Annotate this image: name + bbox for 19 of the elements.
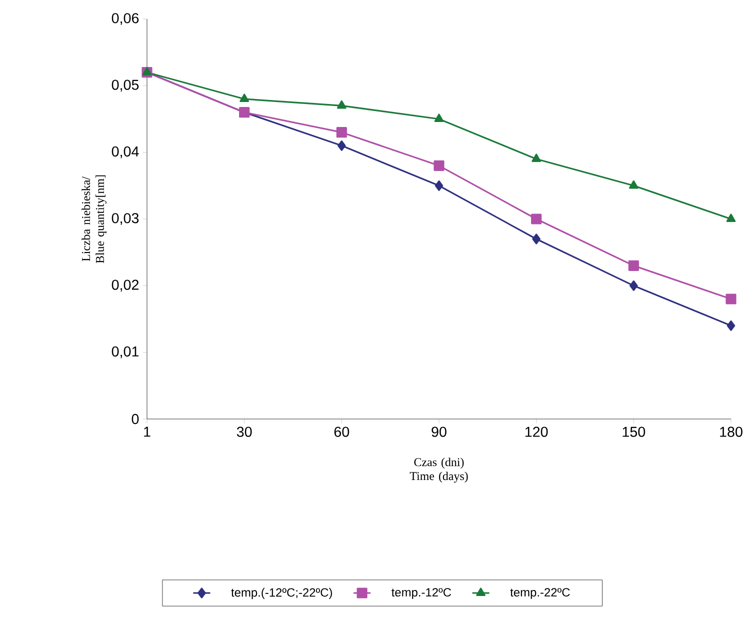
legend-label: temp.-22ºC: [510, 588, 570, 599]
x-axis-title: Czas (dni) Time (days): [410, 458, 468, 483]
y-tick-label: 0,04: [112, 146, 139, 158]
x-tick-label: 150: [622, 426, 646, 437]
x-tick-label: 30: [236, 426, 252, 437]
x-tick-label: 60: [334, 426, 350, 437]
y-tick-label: 0,01: [112, 346, 139, 358]
x-tick-label: 120: [525, 426, 548, 437]
y-tick-label: 0,02: [112, 280, 138, 292]
x-tick-label: 1: [144, 426, 150, 437]
y-axis-title: Liczba niebieska/ Blue quantity[nm]: [82, 175, 106, 264]
y-tick-label: 0,05: [112, 80, 139, 92]
legend-label: temp.-12ºC: [392, 588, 452, 599]
y-tick-label: 0,06: [112, 13, 139, 25]
y-tick-label: 0,03: [112, 213, 139, 225]
x-tick-label: 180: [720, 426, 742, 437]
y-tick-label: 0: [132, 414, 139, 424]
legend-label: temp.(-12ºC;-22ºC): [231, 588, 332, 600]
x-tick-label: 90: [432, 426, 446, 437]
